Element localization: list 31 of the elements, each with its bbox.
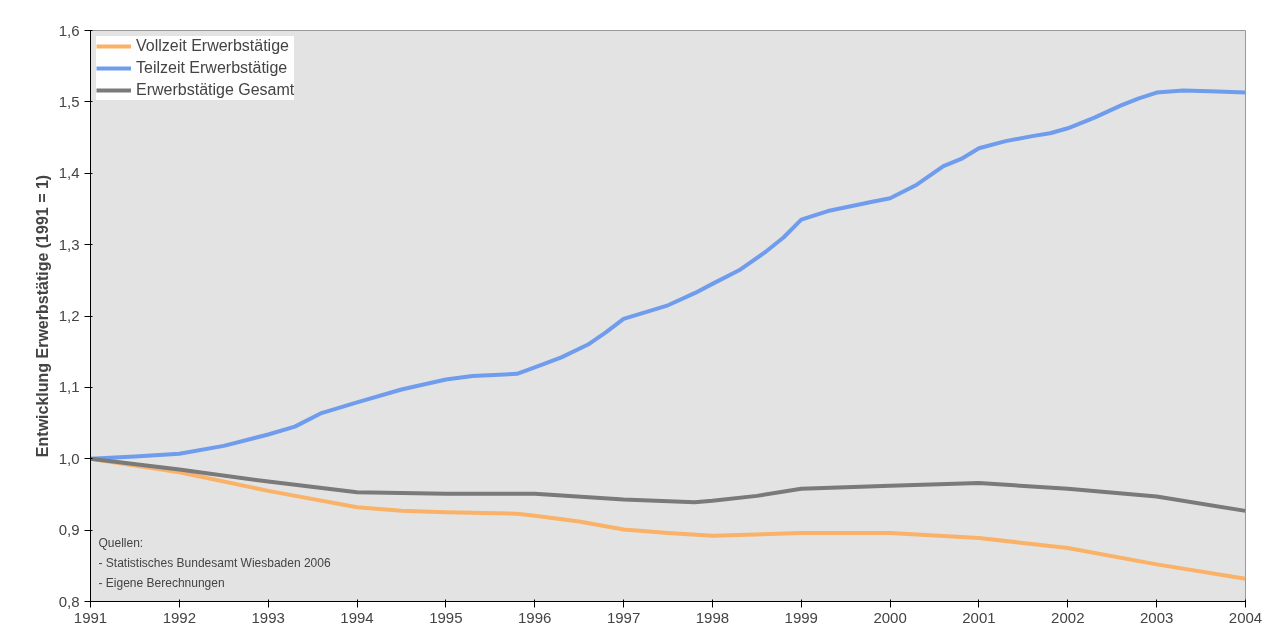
- x-tick-label: 2001: [962, 608, 996, 626]
- x-tick-label: 1995: [429, 608, 463, 626]
- line-series: [90, 456, 1246, 513]
- x-tick-label: 1996: [518, 608, 552, 626]
- annotation: Quellen:: [98, 535, 144, 550]
- y-tick-label: 1,0: [58, 449, 80, 467]
- legend-label: Vollzeit Erwerbstätige: [136, 37, 289, 55]
- legend-label: Erwerbstätige Gesamt: [136, 81, 295, 99]
- x-tick-label: 2004: [1228, 608, 1263, 626]
- y-axis-title: Entwicklung Erwerbstätige (1991 = 1): [33, 174, 51, 458]
- x-tick-label: 2000: [873, 608, 907, 626]
- x-tick-label: 1999: [784, 608, 818, 626]
- x-tick-label: 1997: [606, 608, 641, 626]
- x-tick-label: 1992: [162, 608, 197, 626]
- y-tick-label: 1,4: [58, 164, 80, 182]
- x-tick-label: 1993: [251, 608, 285, 626]
- y-tick-label: 1,5: [58, 92, 80, 110]
- y-tick-label: 0,9: [58, 521, 80, 539]
- legend-label: Teilzeit Erwerbstätige: [136, 59, 288, 77]
- x-tick-label: 2002: [1051, 608, 1085, 626]
- y-tick-label: 1,2: [58, 307, 80, 324]
- x-tick-label: 1994: [340, 608, 374, 626]
- annotation: - Statistisches Bundesamt Wiesbaden 2006: [98, 555, 331, 570]
- x-tick-label: 1991: [73, 608, 108, 626]
- x-tick-label: 2003: [1139, 608, 1174, 626]
- y-tick-label: 1,6: [58, 21, 80, 39]
- annotation: - Eigene Berechnungen: [98, 575, 225, 590]
- y-tick-label: 1,3: [58, 235, 80, 253]
- x-tick-label: 1998: [695, 608, 730, 626]
- y-tick-label: 0,8: [58, 592, 80, 610]
- y-tick-label: 1,1: [58, 378, 80, 396]
